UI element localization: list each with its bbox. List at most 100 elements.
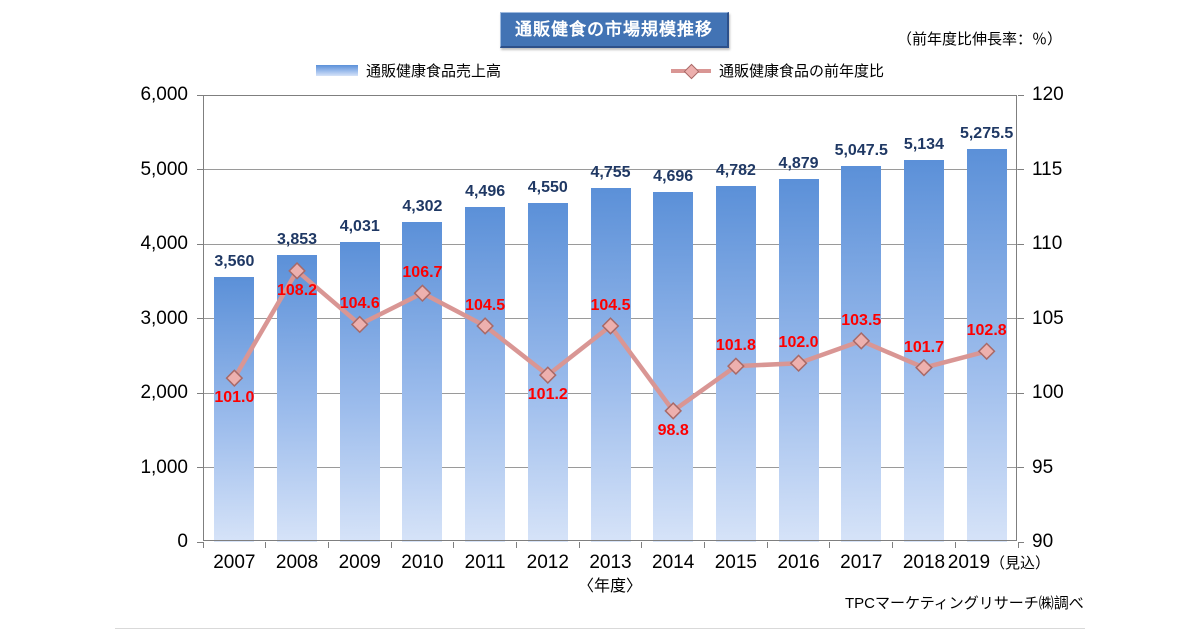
yoy-value-label: 104.6	[339, 295, 380, 313]
left-axis-tick-label: 1,000	[140, 456, 188, 478]
bar-value-label: 4,031	[339, 217, 380, 235]
right-axis-tick	[1018, 243, 1024, 245]
bar-value-label: 4,496	[465, 183, 506, 201]
bar-value-label: 3,853	[277, 230, 318, 248]
x-axis-tick	[578, 542, 580, 548]
bar	[465, 207, 506, 542]
line-series-swatch-icon	[671, 63, 711, 79]
bar	[214, 276, 255, 542]
bar	[715, 185, 756, 542]
x-axis-category-label: 2015	[714, 552, 758, 573]
right-axis-tick	[1018, 392, 1024, 394]
left-axis-tick	[197, 169, 203, 170]
legend-label-yoy: 通販健康食品の前年度比	[719, 63, 885, 80]
bar	[966, 148, 1007, 542]
yoy-value-label: 101.8	[715, 337, 756, 355]
right-axis-tick-label: 100	[1032, 382, 1064, 403]
legend: 通販健康食品売上高 通販健康食品の前年度比	[0, 60, 1200, 81]
bar-value-label: 5,134	[903, 135, 944, 153]
x-axis-tick	[327, 542, 329, 548]
legend-item-yoy: 通販健康食品の前年度比	[671, 60, 884, 81]
right-axis-tick	[1018, 318, 1024, 319]
grid-line	[203, 169, 1018, 170]
bar-value-label: 3,560	[214, 252, 255, 270]
x-axis-title: 〈年度〉	[577, 578, 643, 595]
left-axis-tick	[197, 392, 203, 394]
x-axis-tick	[829, 542, 831, 548]
bar-series-swatch-icon	[315, 65, 358, 76]
bar-value-label: 4,550	[527, 179, 568, 197]
yoy-value-label: 101.7	[903, 338, 944, 356]
right-axis-tick-label: 95	[1032, 456, 1054, 478]
right-axis-tick	[1018, 467, 1024, 468]
x-axis-category-label: 2007	[213, 552, 256, 573]
x-axis-category-label: 2009	[338, 552, 381, 573]
bar	[339, 241, 380, 542]
right-axis-unit-note: （前年度比伸長率：％）	[896, 31, 1062, 48]
chart-title: 通販健食の市場規模推移	[500, 12, 729, 48]
yoy-value-label: 102.0	[778, 334, 819, 352]
left-axis-tick-label: 3,000	[140, 307, 188, 329]
source-credit: TPCマーケティングリサーチ㈱調べ	[845, 595, 1084, 612]
right-axis-tick-label: 110	[1032, 233, 1063, 254]
yoy-value-label: 104.5	[465, 296, 506, 314]
x-axis-tick	[453, 542, 455, 548]
left-axis-tick	[197, 318, 203, 319]
x-axis-category-label: 2018	[902, 552, 946, 573]
right-axis-tick	[1018, 169, 1024, 170]
left-axis-tick	[197, 541, 203, 543]
yoy-value-label: 106.7	[402, 264, 443, 282]
left-axis-tick-label: 2,000	[140, 382, 188, 403]
bar	[590, 187, 631, 542]
yoy-value-label: 101.0	[214, 389, 255, 407]
left-axis-tick	[197, 94, 203, 96]
legend-diamond-icon	[683, 63, 700, 79]
left-axis-tick	[197, 467, 203, 468]
x-axis-tick	[1017, 542, 1019, 548]
bar	[653, 192, 694, 542]
x-axis-tick	[390, 542, 392, 548]
right-axis-tick-label: 105	[1032, 307, 1064, 329]
right-axis-tick-label: 115	[1032, 158, 1063, 180]
legend-item-sales: 通販健康食品売上高	[315, 60, 501, 81]
left-axis-tick-label: 6,000	[140, 84, 188, 105]
yoy-value-label: 108.2	[277, 281, 318, 299]
yoy-value-label: 103.5	[841, 311, 882, 329]
left-axis-tick	[197, 243, 203, 245]
x-axis-tick	[641, 542, 643, 548]
right-axis-tick-label: 120	[1032, 84, 1064, 105]
bar-value-label: 4,755	[590, 163, 631, 181]
bar	[841, 165, 882, 542]
bottom-divider	[115, 628, 1085, 629]
yoy-value-label: 104.5	[590, 296, 631, 314]
bar-value-label: 4,879	[778, 154, 819, 172]
bar-value-label: 4,782	[715, 161, 756, 179]
x-axis-tick	[515, 542, 517, 548]
x-axis-category-label: 2013	[589, 552, 632, 573]
left-axis-tick-label: 5,000	[140, 158, 188, 180]
x-axis-tick	[766, 542, 768, 548]
x-axis-tick	[704, 542, 706, 548]
x-axis-category-label: 2010	[401, 552, 444, 573]
x-axis-category-label: 2011	[464, 552, 506, 573]
bar	[527, 203, 568, 542]
yoy-value-label: 101.2	[527, 386, 568, 404]
x-axis-tick	[202, 542, 204, 548]
yoy-value-label: 98.8	[657, 421, 689, 439]
right-axis-tick	[1018, 541, 1024, 543]
bar-value-label: 4,696	[653, 168, 694, 186]
x-axis-tick	[265, 542, 267, 548]
yoy-value-label: 102.8	[966, 322, 1007, 340]
x-axis-category-label: 2016	[777, 552, 820, 573]
forecast-suffix: （見込）	[990, 555, 1051, 572]
left-axis-tick-label: 0	[177, 531, 188, 552]
x-axis-tick	[954, 542, 956, 548]
bar	[778, 178, 819, 542]
bar-value-label: 5,047.5	[834, 141, 888, 159]
x-axis-category-label: 2019（見込）	[947, 552, 1051, 573]
x-axis-category-label: 2017	[840, 552, 883, 573]
right-axis-tick	[1018, 94, 1024, 96]
x-axis-category-label: 2012	[526, 552, 569, 573]
x-axis-category-label: 2014	[652, 552, 695, 573]
